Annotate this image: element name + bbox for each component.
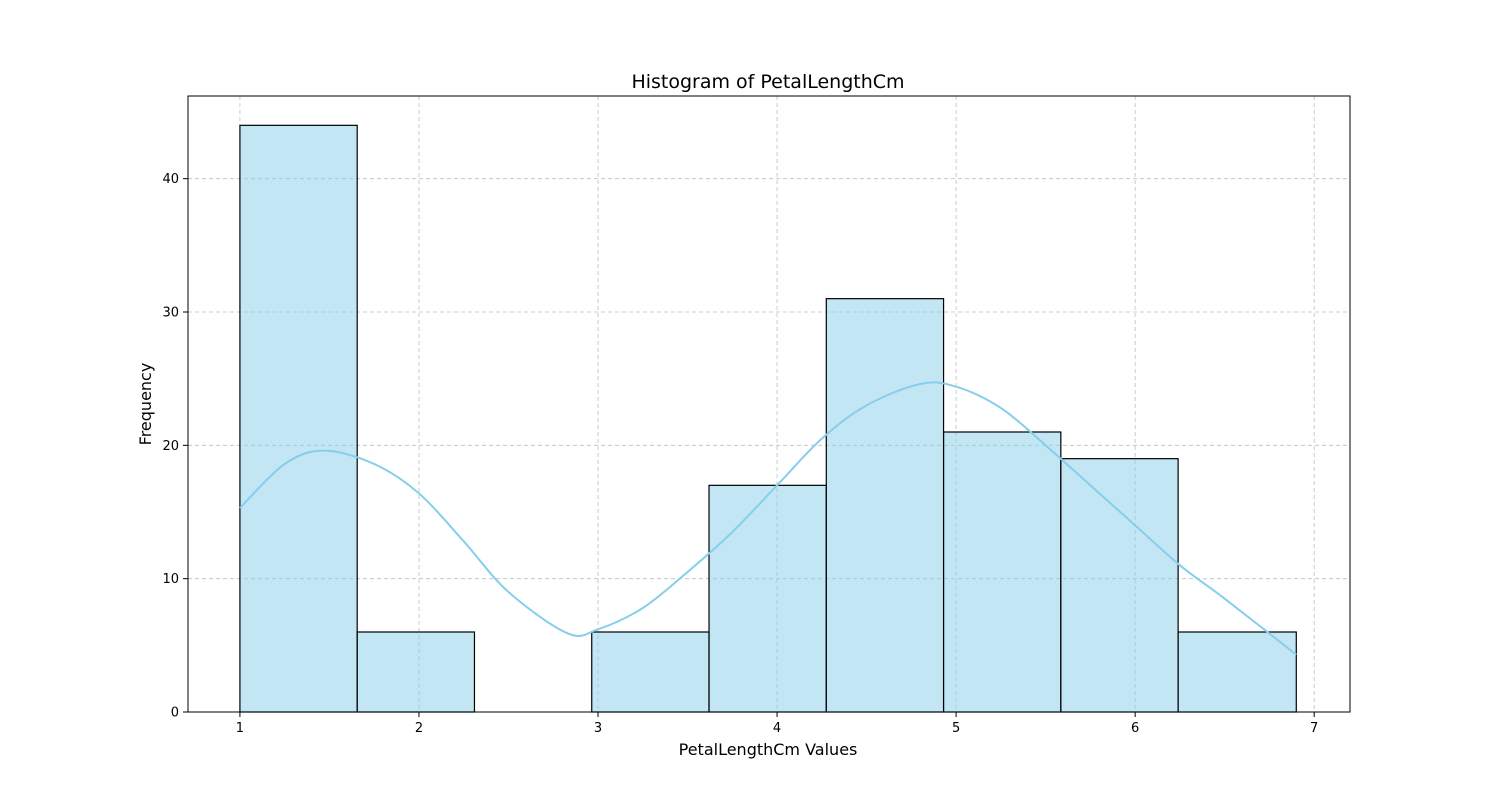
histogram-bar-4 <box>591 631 710 713</box>
histogram-bar-5 <box>708 484 827 713</box>
y-axis-ticks: 0 10 20 30 40 <box>162 172 188 721</box>
kde-curve <box>239 381 1297 656</box>
x-axis-ticks: 1 2 3 4 5 6 7 <box>236 712 1318 736</box>
x-tick-label: 5 <box>952 721 960 736</box>
y-axis-label: Frequency <box>136 363 155 446</box>
histogram-bar-2 <box>356 631 476 713</box>
histogram-bar-9 <box>1177 631 1297 713</box>
x-axis-label: PetalLengthCm Values <box>679 740 858 759</box>
y-tick-label: 0 <box>171 706 179 721</box>
histogram-bar-6 <box>825 298 945 713</box>
y-tick-label: 40 <box>162 172 179 187</box>
x-tick-label: 7 <box>1310 721 1318 736</box>
chart-title: Histogram of PetalLengthCm <box>631 71 904 93</box>
x-tick-label: 6 <box>1131 721 1139 736</box>
y-tick-label: 10 <box>162 572 179 587</box>
x-tick-label: 4 <box>773 721 781 736</box>
histogram-bar-7 <box>942 431 1062 713</box>
histogram-bar-1 <box>239 124 358 713</box>
y-tick-label: 30 <box>162 306 179 321</box>
kde-layer <box>239 381 1297 656</box>
histogram-bar-8 <box>1060 458 1179 713</box>
bars <box>239 124 1297 713</box>
y-tick-label: 20 <box>162 439 179 454</box>
x-tick-label: 2 <box>415 721 423 736</box>
x-tick-label: 3 <box>594 721 602 736</box>
x-tick-label: 1 <box>236 721 244 736</box>
plot-frame <box>187 95 1351 713</box>
